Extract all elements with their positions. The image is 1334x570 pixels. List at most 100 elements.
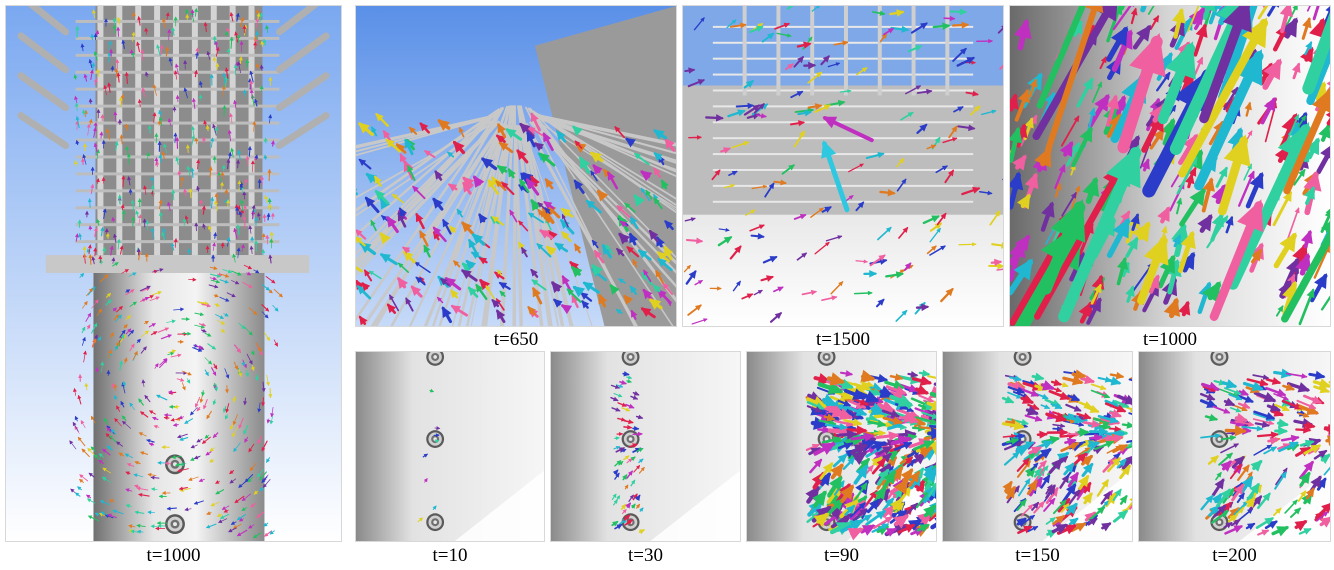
flow-arrow <box>81 336 86 346</box>
horizontal-grate <box>75 53 280 57</box>
flow-arrow <box>152 84 157 96</box>
flow-arrow <box>211 254 216 262</box>
flow-arrow <box>618 278 626 284</box>
pipe <box>17 72 70 112</box>
flow-arrow <box>913 452 927 465</box>
flow-arrow <box>173 16 178 27</box>
flow-arrow <box>652 284 661 293</box>
flow-arrow <box>1098 422 1112 431</box>
flow-arrow <box>628 494 634 502</box>
flow-arrow <box>220 328 226 333</box>
flow-arrow <box>257 178 262 189</box>
flow-arrow <box>1130 7 1138 25</box>
flow-arrow <box>612 469 619 476</box>
flow-arrow <box>261 284 270 291</box>
flow-arrow <box>161 231 166 241</box>
flow-arrow <box>103 417 109 426</box>
rod <box>356 114 496 147</box>
flow-arrow <box>855 259 869 264</box>
flow-arrow <box>617 402 627 407</box>
flow-arrow <box>450 304 469 317</box>
flow-arrow <box>1067 431 1082 437</box>
flow-arrow <box>114 314 122 323</box>
flow-arrow <box>103 18 108 27</box>
flow-arrow <box>209 266 218 271</box>
flow-arrow <box>170 417 182 422</box>
flow-arrow <box>1078 301 1093 324</box>
flow-arrow <box>591 239 599 249</box>
flow-arrow <box>141 87 146 97</box>
flow-arrow <box>261 249 266 256</box>
flow-arrow <box>80 419 86 429</box>
flow-arrow <box>1112 488 1122 502</box>
flow-arrow <box>181 382 186 391</box>
flow-arrow <box>529 126 544 137</box>
flow-arrow <box>592 164 603 175</box>
flow-arrow <box>453 260 461 268</box>
flow-arrow <box>243 178 248 187</box>
flow-arrow <box>232 395 237 403</box>
flow-arrow <box>601 243 613 259</box>
flow-arrow <box>922 467 936 483</box>
flow-arrow <box>1253 410 1276 420</box>
flow-arrow <box>230 147 235 158</box>
rod <box>370 122 504 326</box>
flow-arrow <box>175 136 180 149</box>
flow-arrow <box>1313 449 1328 460</box>
flow-arrow <box>475 283 488 301</box>
flow-arrow <box>147 124 152 134</box>
flow-arrow <box>159 359 168 368</box>
flow-arrow <box>81 326 86 334</box>
flow-arrow <box>432 226 447 243</box>
flow-arrow <box>615 384 624 388</box>
panel-top-3 <box>1009 5 1331 327</box>
rod <box>534 113 676 155</box>
flow-arrow <box>168 57 173 66</box>
large-arrow <box>1209 199 1264 321</box>
panel-main <box>5 5 342 542</box>
flow-arrow <box>942 137 958 144</box>
flow-arrow <box>131 11 136 19</box>
flow-arrow <box>356 285 372 300</box>
flow-arrow <box>233 227 238 239</box>
flow-arrow <box>1215 471 1222 481</box>
flow-arrow <box>664 220 674 231</box>
flow-arrow <box>255 17 260 29</box>
flow-arrow <box>530 268 539 278</box>
flow-arrow <box>262 213 267 223</box>
flow-arrow <box>1065 403 1082 412</box>
flow-arrow <box>536 243 552 258</box>
flow-arrow <box>918 394 935 403</box>
caption-main: t=1000 <box>146 545 201 566</box>
flow-arrow <box>653 197 663 210</box>
flow-arrow <box>653 167 662 178</box>
flow-arrow <box>717 236 733 247</box>
chamber-floor <box>683 214 1003 326</box>
flow-arrow <box>374 189 390 205</box>
flow-arrow <box>1284 499 1298 514</box>
flow-arrow <box>687 304 702 316</box>
flow-arrow <box>1018 387 1040 397</box>
flow-arrow <box>100 114 105 122</box>
flow-arrow <box>136 338 141 344</box>
flow-arrow <box>142 218 147 228</box>
flow-arrow <box>1087 517 1098 526</box>
flow-arrow <box>561 231 572 243</box>
flow-arrow <box>865 151 885 159</box>
flow-arrow <box>145 219 150 231</box>
flow-arrow <box>198 80 203 88</box>
flow-arrow <box>1274 403 1290 412</box>
flow-arrow <box>623 294 633 305</box>
flow-arrow <box>232 414 238 426</box>
flow-arrow <box>943 15 956 22</box>
wall-render-4 <box>943 352 1132 541</box>
flow-arrow <box>852 514 873 528</box>
flow-arrow <box>590 170 598 182</box>
flow-arrow <box>414 261 431 274</box>
flow-arrow <box>236 224 241 236</box>
flow-arrow <box>1179 187 1206 227</box>
flow-arrow <box>1305 487 1315 500</box>
flow-arrow <box>87 515 100 522</box>
flow-arrow <box>833 40 849 46</box>
vertical-rod <box>210 6 217 256</box>
